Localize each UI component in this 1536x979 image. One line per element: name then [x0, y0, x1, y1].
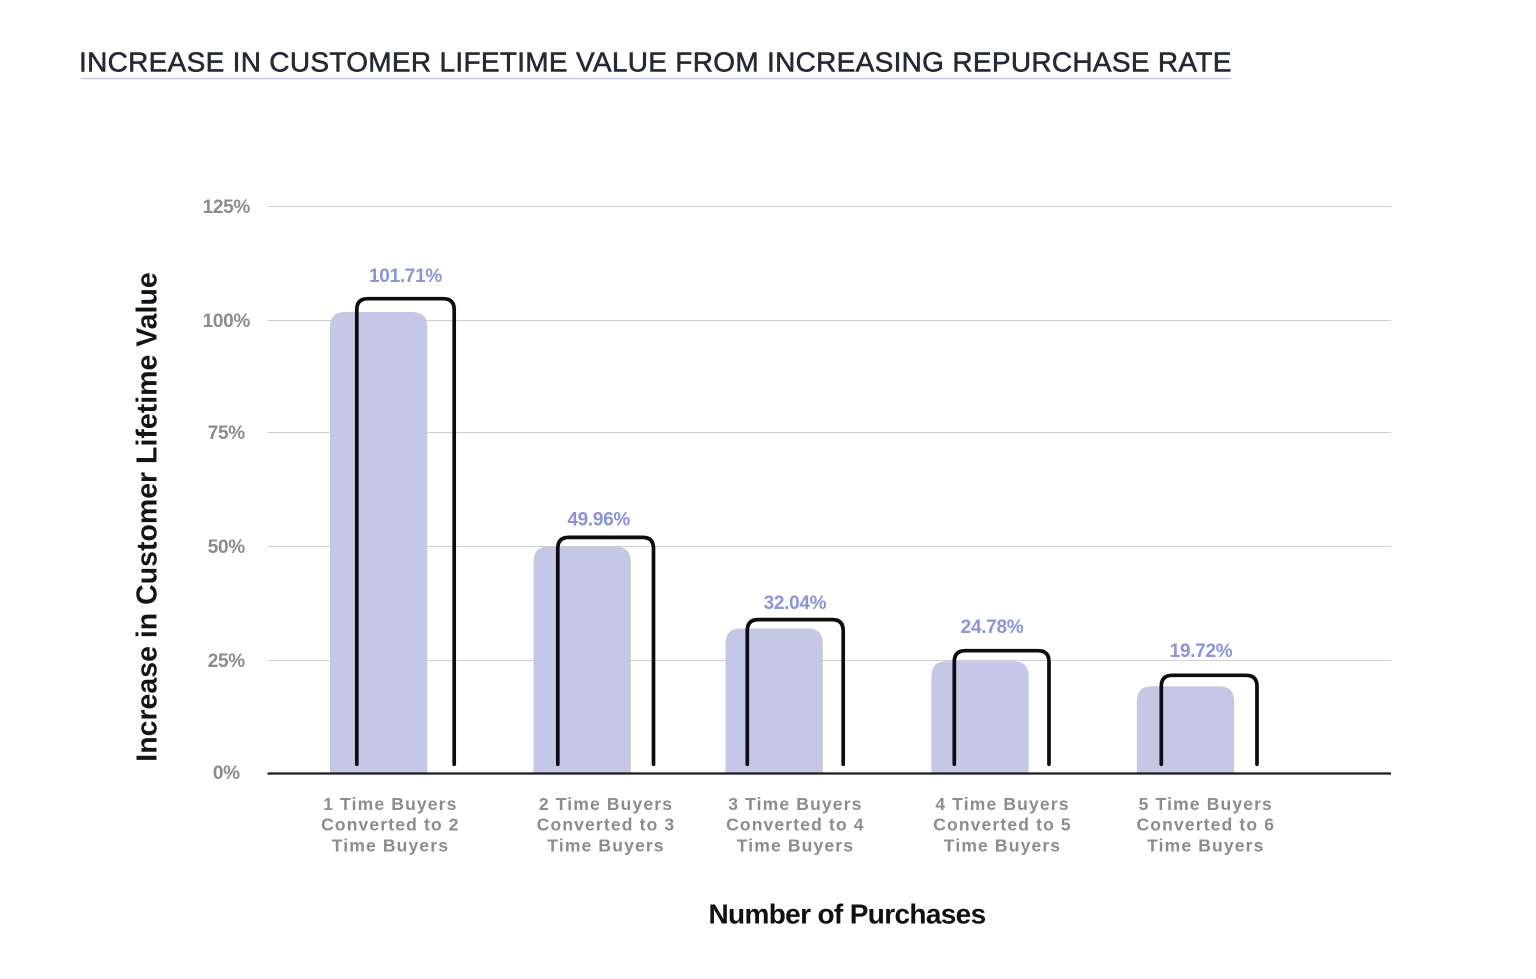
svg-text:101.71%: 101.71%: [369, 266, 442, 287]
svg-text:75%: 75%: [208, 423, 246, 444]
svg-text:Increase in Customer Lifetime: Increase in Customer Lifetime Value: [132, 272, 164, 761]
svg-text:Number of Purchases: Number of Purchases: [708, 899, 985, 930]
svg-text:49.96%: 49.96%: [567, 510, 630, 531]
svg-text:100%: 100%: [203, 311, 251, 332]
svg-text:125%: 125%: [203, 197, 251, 218]
svg-text:0%: 0%: [213, 763, 240, 784]
svg-text:24.78%: 24.78%: [961, 617, 1024, 638]
svg-text:19.72%: 19.72%: [1170, 641, 1233, 662]
svg-text:INCREASE IN CUSTOMER LIFETIME: INCREASE IN CUSTOMER LIFETIME VALUE FROM…: [79, 47, 1232, 78]
svg-text:50%: 50%: [208, 537, 246, 558]
svg-text:25%: 25%: [208, 651, 246, 672]
svg-text:32.04%: 32.04%: [764, 593, 827, 614]
